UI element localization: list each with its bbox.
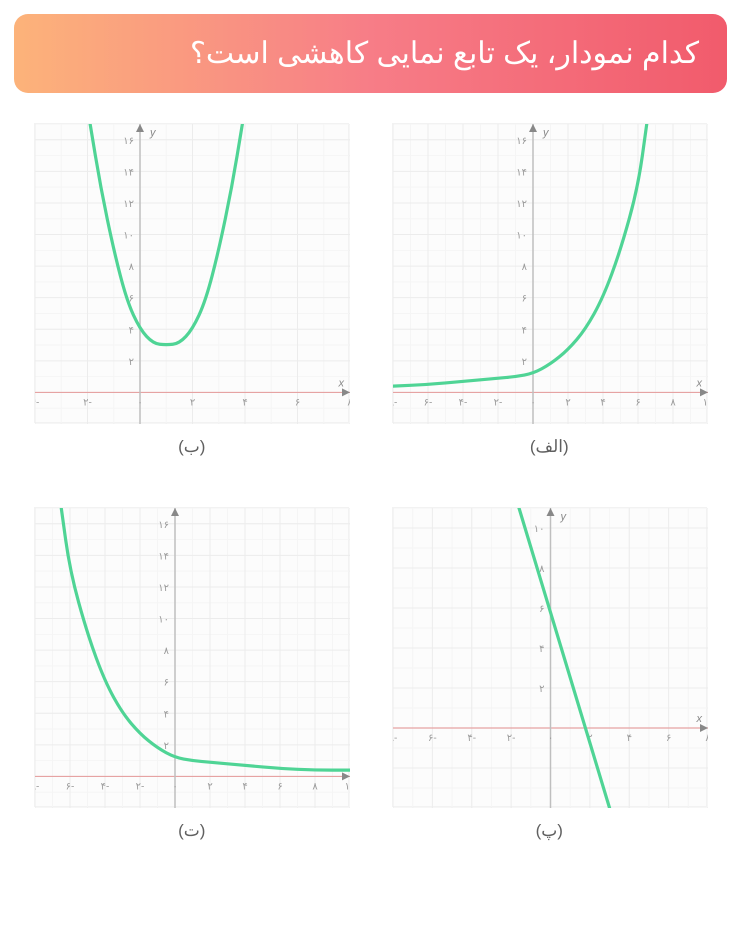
svg-text:۱۰: ۱۰ <box>516 231 527 242</box>
svg-text:۱۶: ۱۶ <box>159 520 170 531</box>
svg-text:۱۲: ۱۲ <box>516 199 527 210</box>
svg-text:۶: ۶ <box>278 781 283 792</box>
svg-text:y: y <box>559 511 567 523</box>
svg-text:۶: ۶ <box>635 397 640 408</box>
svg-text:۴: ۴ <box>129 325 134 336</box>
svg-text:۴: ۴ <box>626 733 631 744</box>
svg-text:۸-: ۸- <box>393 733 397 744</box>
svg-text:۱۰: ۱۰ <box>124 231 135 242</box>
svg-text:۶: ۶ <box>295 397 300 408</box>
svg-text:۸: ۸ <box>521 262 527 273</box>
chart-top-left: ۴-۲-۰۲۴۶۸۲۴۶۸۱۰۱۲۱۴۱۶xy <box>34 123 349 423</box>
svg-text:y: y <box>149 127 157 139</box>
svg-text:۰: ۰ <box>138 397 143 408</box>
svg-text:۸: ۸ <box>670 397 676 408</box>
svg-text:۱۲: ۱۲ <box>124 199 135 210</box>
svg-text:۴: ۴ <box>539 644 544 655</box>
svg-text:۲: ۲ <box>539 684 544 695</box>
svg-text:۲: ۲ <box>565 397 570 408</box>
svg-text:y: y <box>542 127 550 139</box>
svg-text:۴: ۴ <box>600 397 605 408</box>
svg-text:x: x <box>695 713 702 725</box>
svg-text:۱۰: ۱۰ <box>702 397 707 408</box>
svg-text:۱۰: ۱۰ <box>534 524 545 535</box>
svg-text:۴-: ۴- <box>35 397 39 408</box>
svg-text:۲: ۲ <box>208 781 213 792</box>
svg-text:۴: ۴ <box>243 397 248 408</box>
svg-text:۱۰: ۱۰ <box>159 615 170 626</box>
svg-text:۲: ۲ <box>521 357 526 368</box>
svg-text:۶-: ۶- <box>423 397 432 408</box>
svg-text:۶: ۶ <box>539 604 544 615</box>
svg-text:۶: ۶ <box>164 678 169 689</box>
svg-text:۸: ۸ <box>129 262 135 273</box>
svg-text:۱۴: ۱۴ <box>159 551 170 562</box>
svg-text:x: x <box>695 377 702 389</box>
chart-bottom-right: ۸-۶-۴-۲-۰۲۴۶۸۲۴۶۸۱۰xy <box>392 507 707 807</box>
svg-text:۲-: ۲- <box>507 733 516 744</box>
svg-text:۴: ۴ <box>521 325 526 336</box>
chart-grid: ۴- ۲- ۰ ۲ ۴ ۶ ۸ ۲ ۴ ۶ ۸ ۱۰ ۱۲ ۱۴ ۱۶ x y (ب) ۸- ۶- ۴- ۲- ۰ ۲ ۴ ۶… <box>10 123 731 841</box>
question-text: کدام نمودار، یک تابع نمایی کاهشی است؟ <box>190 37 699 70</box>
svg-text:۱۶: ۱۶ <box>124 136 135 147</box>
svg-text:۴-: ۴- <box>467 733 476 744</box>
svg-text:۶: ۶ <box>666 733 671 744</box>
chart-label-alef: (الف) <box>530 437 569 457</box>
chart-cell-alef: ۸- ۶- ۴- ۲- ۰ ۲ ۴ ۶ ۸ ۱۰ ۲ ۴ ۶ ۸ ۱۰ ۱۲ ۱۴ ۱۶ x y (الف) <box>386 123 714 457</box>
chart-label-p: (پ) <box>536 821 563 841</box>
svg-text:۰: ۰ <box>173 781 178 792</box>
svg-text:۶-: ۶- <box>428 733 437 744</box>
svg-text:۱۲: ۱۲ <box>159 583 170 594</box>
svg-text:۱۴: ۱۴ <box>124 167 135 178</box>
chart-top-right: ۸- ۶- ۴- ۲- ۰ ۲ ۴ ۶ ۸ ۱۰ ۲ ۴ ۶ ۸ ۱۰ ۱۲ ۱۴ ۱۶ x y <box>392 123 707 423</box>
svg-text:۱۰: ۱۰ <box>345 781 350 792</box>
chart-cell-t: ۸-۶-۴-۲-۰۲۴۶۸۱۰۲۴۶۸۱۰۱۲۱۴۱۶ (ت) <box>28 507 356 841</box>
chart-bottom-left: ۸-۶-۴-۲-۰۲۴۶۸۱۰۲۴۶۸۱۰۱۲۱۴۱۶ <box>34 507 349 807</box>
svg-text:۴: ۴ <box>164 709 169 720</box>
svg-text:۴-: ۴- <box>458 397 467 408</box>
svg-text:۰: ۰ <box>530 397 535 408</box>
svg-text:۸-: ۸- <box>393 397 397 408</box>
chart-cell-b: ۴-۲-۰۲۴۶۸۲۴۶۸۱۰۱۲۱۴۱۶xy (ب) <box>28 123 356 457</box>
svg-text:۶: ۶ <box>521 294 526 305</box>
svg-text:۲-: ۲- <box>493 397 502 408</box>
svg-text:۱۴: ۱۴ <box>516 167 527 178</box>
svg-text:۲: ۲ <box>190 397 195 408</box>
svg-text:۸: ۸ <box>348 397 351 408</box>
svg-text:۸: ۸ <box>705 733 708 744</box>
chart-label-b: (ب) <box>178 437 205 457</box>
svg-text:۲-: ۲- <box>136 781 145 792</box>
svg-text:۰: ۰ <box>548 733 553 744</box>
chart-cell-p: ۸-۶-۴-۲-۰۲۴۶۸۲۴۶۸۱۰xy (پ) <box>386 507 714 841</box>
chart-label-t: (ت) <box>178 821 205 841</box>
question-banner: کدام نمودار، یک تابع نمایی کاهشی است؟ <box>14 14 727 93</box>
svg-text:۱۶: ۱۶ <box>516 136 527 147</box>
svg-text:۴-: ۴- <box>101 781 110 792</box>
svg-text:x: x <box>338 377 345 389</box>
svg-text:۸-: ۸- <box>35 781 39 792</box>
svg-text:۲: ۲ <box>129 357 134 368</box>
svg-text:۲-: ۲- <box>83 397 92 408</box>
svg-text:۸: ۸ <box>164 646 170 657</box>
svg-text:۴: ۴ <box>243 781 248 792</box>
svg-text:۶-: ۶- <box>66 781 75 792</box>
svg-text:۸: ۸ <box>313 781 319 792</box>
